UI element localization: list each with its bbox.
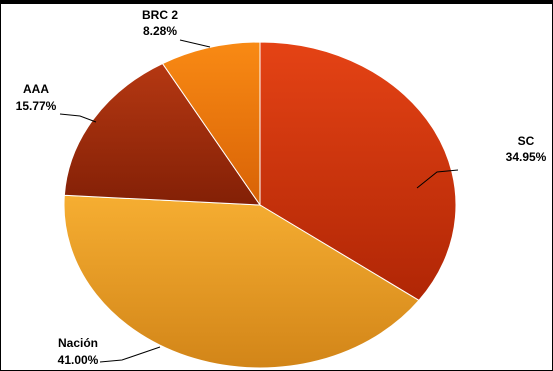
pie-slice-sc — [259, 41, 457, 302]
pie-slice-brc-2 — [161, 41, 261, 207]
slice-label: BRC 2 — [142, 8, 178, 22]
slice-percent-label: 41.00% — [58, 353, 99, 367]
leader-line — [99, 346, 161, 363]
slice-percent-label: 34.95% — [506, 150, 547, 164]
pie-slice-nacion — [63, 194, 420, 369]
pie-slice-aaa — [63, 62, 261, 206]
top-rule — [0, 0, 553, 4]
slice-percent-label: 8.28% — [143, 24, 177, 38]
leader-line — [59, 113, 97, 123]
slice-label: AAA — [23, 82, 49, 96]
slice-label: SC — [518, 134, 535, 148]
leader-line — [179, 39, 211, 48]
slice-percent-label: 15.77% — [16, 99, 57, 113]
leader-line — [416, 169, 459, 189]
slice-label: Nación — [58, 336, 98, 350]
